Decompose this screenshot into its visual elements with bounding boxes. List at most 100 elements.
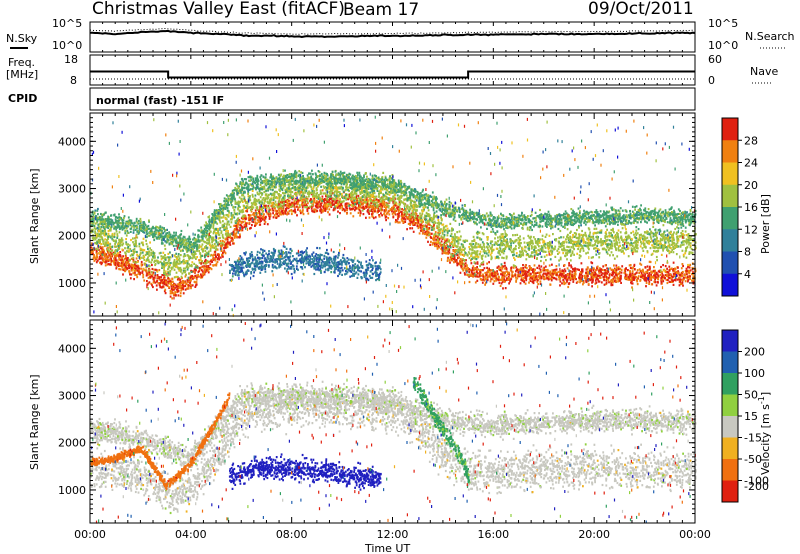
data-cell [538,264,540,267]
data-cell [689,269,692,272]
data-cell [365,199,367,202]
data-cell [655,231,657,234]
data-cell [528,272,531,275]
data-cell [682,255,685,258]
data-cell [582,281,585,284]
data-cell [397,213,399,216]
data-cell [261,202,264,205]
data-cell [562,269,564,273]
data-cell [379,208,382,211]
power-scatter [90,115,697,317]
data-cell [221,235,224,238]
data-cell [622,239,625,242]
data-cell [551,275,554,279]
data-cell [113,235,116,239]
data-cell [544,265,547,268]
data-cell [573,269,576,273]
data-cell [632,275,635,278]
data-cell [105,258,107,261]
data-cell [624,277,627,280]
data-cell [385,207,387,210]
data-cell [512,264,515,267]
data-cell [427,234,430,237]
data-cell [655,246,658,249]
cpid-panel-frame [89,87,696,111]
data-cell [163,278,166,281]
data-cell [468,245,471,249]
data-cell [536,271,539,274]
data-cell [154,268,157,271]
data-cell [483,252,486,255]
data-cell [198,244,201,247]
nsearch-line [89,27,696,35]
data-cell [579,249,582,252]
data-cell [454,244,456,247]
data-cell [463,254,465,257]
data-cell [407,222,410,225]
data-cell [607,269,609,272]
data-cell [476,279,479,282]
data-cell [181,287,184,290]
data-cell [152,271,155,274]
data-cell [635,226,638,229]
data-cell [563,247,566,250]
data-cell [196,249,198,252]
data-cell [613,271,616,274]
data-cell [151,258,154,261]
data-cell [423,225,426,228]
data-cell [106,263,109,266]
data-cell [492,282,495,285]
data-cell [197,270,200,274]
data-cell [94,256,96,259]
data-cell [640,240,642,243]
data-cell [307,183,310,186]
data-cell [227,241,230,244]
data-cell [161,279,164,282]
data-cell [432,222,435,225]
data-cell [284,204,287,207]
data-cell [182,288,185,291]
data-cell [600,281,603,284]
data-cell [232,233,235,236]
data-cell [535,240,538,243]
data-cell [424,218,427,221]
data-cell [96,259,99,262]
data-cell [686,270,688,273]
data-cell [225,235,228,238]
data-cell [523,276,525,279]
data-cell [490,278,493,281]
data-cell [531,275,533,278]
data-cell [239,210,242,213]
data-cell [521,279,524,282]
data-cell [119,255,122,258]
freq-label-line1: Freq. [8,56,35,69]
data-cell [668,265,671,268]
data-cell [388,209,390,212]
data-cell [130,265,133,268]
data-cell [362,205,365,208]
data-cell [538,267,541,270]
data-cell [352,202,354,205]
data-cell [527,270,529,274]
data-cell [103,250,105,253]
data-cell [113,232,116,235]
data-cell [574,273,577,276]
data-cell [327,205,330,208]
data-cell [248,221,251,224]
data-cell [365,216,367,219]
data-cell [545,275,548,278]
frequency-panel: 18 8 60 0 Freq. [MHz] Nave [6,53,778,87]
data-cell [433,243,436,246]
data-cell [233,229,236,232]
data-cell [532,278,534,281]
data-cell [581,268,583,271]
data-cell [322,205,324,208]
data-cell [91,247,94,250]
data-cell [221,239,224,242]
data-cell [164,247,167,251]
data-cell [290,190,293,193]
data-cell [165,279,168,282]
data-cell [631,286,633,289]
data-cell [604,271,606,275]
data-cell [102,242,105,245]
